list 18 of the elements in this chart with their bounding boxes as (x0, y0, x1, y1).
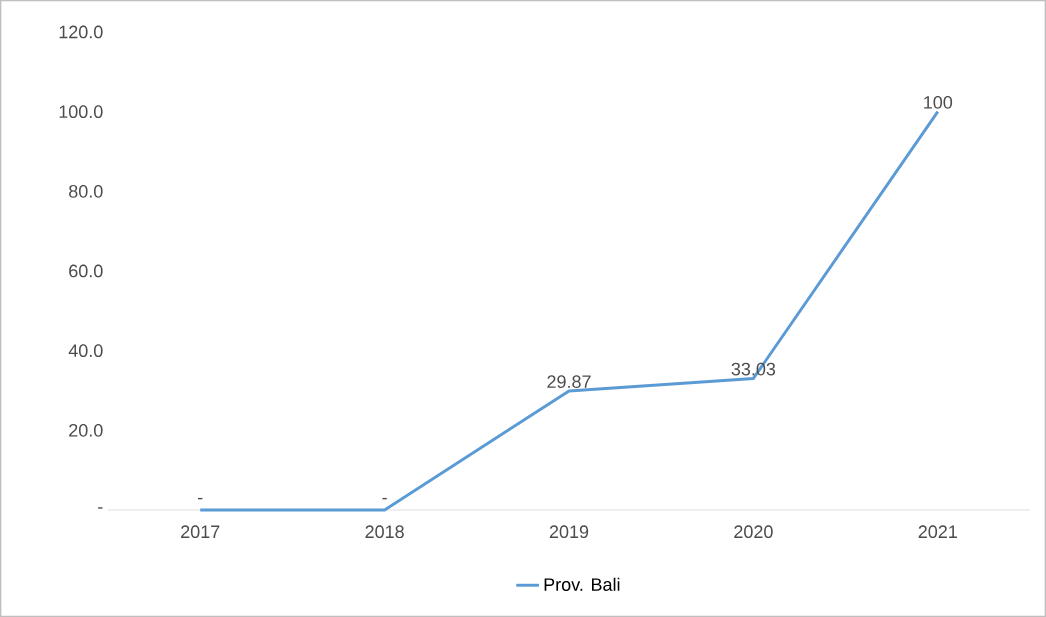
y-tick-label: 60.0 (69, 264, 103, 278)
data-label: - (382, 497, 387, 500)
x-tick-label: 2020 (734, 525, 773, 539)
y-tick-label: 80.0 (69, 184, 103, 198)
x-tick-label: 2018 (365, 525, 404, 539)
data-label: 100 (924, 95, 953, 109)
data-label: - (198, 497, 203, 500)
y-tick-label: 100.0 (59, 105, 103, 119)
y-tick-label: 20.0 (69, 423, 103, 437)
legend-label: Prov. Bali (544, 577, 620, 591)
y-tick-label: - (98, 507, 103, 509)
y-tick-label: 120.0 (59, 25, 103, 39)
x-tick-label: 2017 (181, 525, 220, 539)
line-series (198, 110, 940, 512)
y-tick-label: 40.0 (68, 344, 103, 358)
x-tick-label: 2019 (549, 525, 589, 539)
x-tick-label: 2021 (918, 525, 957, 539)
data-label: 29.87 (547, 375, 591, 389)
